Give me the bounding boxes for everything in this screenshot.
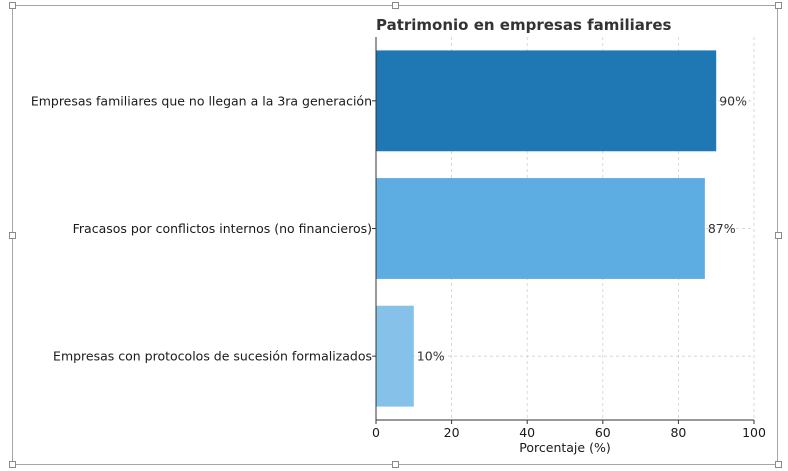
bar [376, 50, 717, 152]
chart-title: Patrimonio en empresas familiares [376, 16, 671, 34]
resize-handle-top-right[interactable] [775, 2, 782, 9]
x-tick-label: 80 [670, 425, 686, 440]
axes [372, 37, 755, 424]
value-label: 10% [417, 349, 445, 364]
x-tick-label: 100 [742, 425, 766, 440]
labels: 0 20 40 60 80 100 Empresas familiares que no l… [31, 93, 766, 440]
x-tick-label: 40 [519, 425, 535, 440]
resize-handle-middle-left[interactable] [9, 232, 16, 239]
bar [376, 305, 414, 407]
resize-handle-bottom-left[interactable] [9, 461, 16, 468]
category-label: Empresas familiares que no llegan a la 3… [31, 93, 372, 108]
x-tick-label: 0 [372, 425, 380, 440]
category-label: Empresas con protocolos de sucesión form… [53, 349, 372, 364]
x-tick-label: 60 [595, 425, 611, 440]
resize-handle-top-left[interactable] [9, 2, 16, 9]
resize-handle-top-middle[interactable] [392, 2, 399, 9]
category-label: Fracasos por conflictos internos (no fin… [73, 221, 372, 236]
x-tick-label: 20 [444, 425, 460, 440]
x-axis-title: Porcentaje (%) [519, 440, 610, 455]
resize-handle-bottom-middle[interactable] [392, 461, 399, 468]
resize-handle-middle-right[interactable] [775, 232, 782, 239]
value-label: 87% [708, 221, 736, 236]
resize-handle-bottom-right[interactable] [775, 461, 782, 468]
bar [376, 178, 705, 279]
bars [376, 50, 717, 407]
value-label: 90% [719, 93, 747, 108]
